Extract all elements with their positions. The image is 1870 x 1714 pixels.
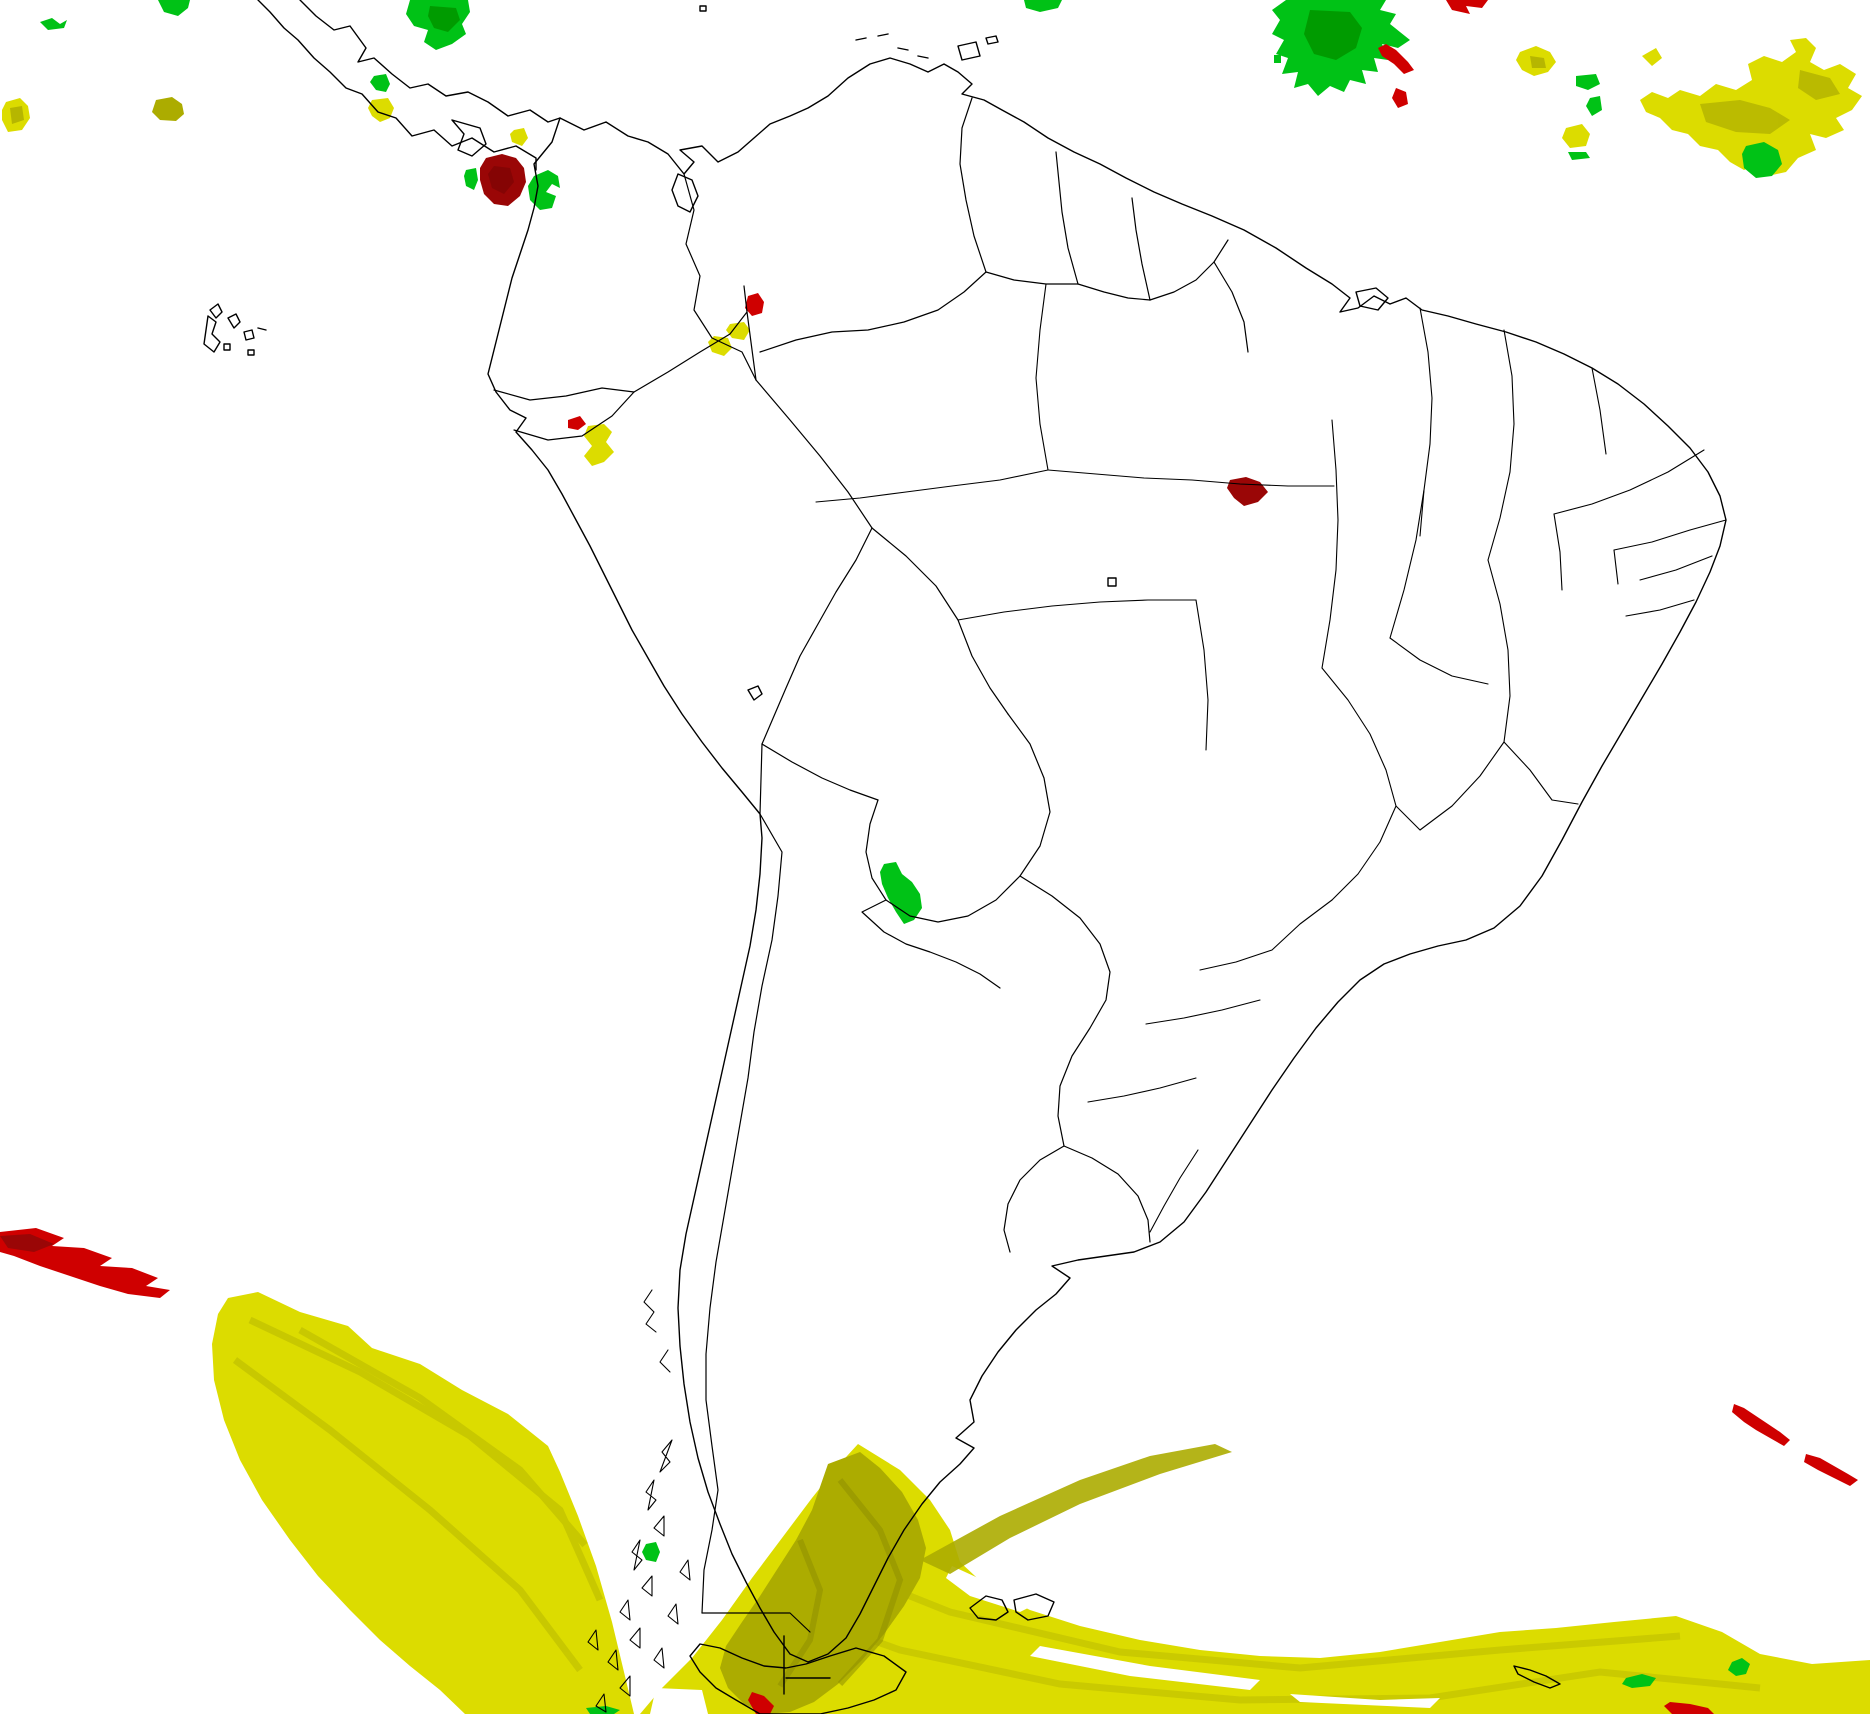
olive-arm-northeast bbox=[920, 1444, 1232, 1574]
green-blob-bottom-right-1 bbox=[1622, 1674, 1656, 1688]
yellow-blob-atlantic-core bbox=[1530, 56, 1546, 68]
red-streak-cape-horn bbox=[748, 1692, 774, 1714]
dark-red-blob-core bbox=[488, 166, 514, 194]
red-diagonal-atlantic bbox=[1378, 44, 1414, 74]
red-blob-atlantic bbox=[1392, 88, 1408, 108]
yellow-blob-atlantic-2 bbox=[1562, 124, 1590, 148]
green-flank-west bbox=[464, 168, 478, 190]
galapagos-islands bbox=[203, 303, 267, 356]
caribbean-islands bbox=[699, 5, 999, 61]
falkland-islands bbox=[969, 1593, 1055, 1621]
olive-blob-left bbox=[152, 97, 184, 121]
patagonia-fjords bbox=[587, 1289, 691, 1713]
marajo-island bbox=[1355, 287, 1389, 311]
yellow-blob-ecuador-2 bbox=[708, 336, 732, 356]
green-elongated-paraguay bbox=[880, 862, 922, 924]
red-blob-peru bbox=[568, 416, 586, 430]
yellow-blobs-peru bbox=[584, 424, 614, 466]
central-america-pacific-coast bbox=[257, 0, 537, 171]
green-blob-south-chile bbox=[642, 1542, 660, 1562]
country-borders bbox=[493, 97, 1249, 1633]
green-blob-bottom-right-2 bbox=[1728, 1658, 1750, 1676]
yellow-band-se-texture bbox=[758, 1556, 1761, 1704]
yellow-blob-panama bbox=[510, 128, 528, 146]
red-diagonal-right-1 bbox=[1732, 1404, 1790, 1446]
red-diagonal-right-2 bbox=[1804, 1454, 1858, 1486]
green-speck-tiny bbox=[1274, 55, 1281, 63]
red-blob-ecuador-border bbox=[745, 293, 764, 316]
olive-piece-left bbox=[1642, 48, 1662, 66]
green-top-left-edge bbox=[158, 0, 190, 16]
yellow-band-texture bbox=[232, 1316, 604, 1673]
green-blob-atlantic-1 bbox=[1576, 74, 1600, 90]
map-line-layer bbox=[203, 0, 1727, 1714]
olive-overlay-tierra-del-fuego bbox=[720, 1452, 926, 1714]
azuero-peninsula bbox=[451, 119, 487, 157]
green-blob-costa-rica-coast bbox=[370, 74, 390, 92]
cloud-gaps bbox=[650, 1566, 1440, 1714]
lake-maracaibo bbox=[671, 173, 699, 213]
tierra-del-fuego-border bbox=[783, 1635, 831, 1695]
yellow-blob-costa-rica bbox=[368, 98, 394, 122]
reservoir-speck bbox=[1107, 577, 1117, 587]
green-speck-north bbox=[1024, 0, 1062, 12]
tierra-del-fuego bbox=[689, 1643, 907, 1714]
green-sliver-atlantic bbox=[1568, 152, 1590, 160]
olive-field-texture bbox=[1700, 70, 1840, 134]
olive-blob-far-left-core bbox=[10, 106, 24, 124]
central-america-caribbean-coast bbox=[299, 0, 561, 123]
south-georgia-island bbox=[1513, 1665, 1561, 1689]
red-streak-top bbox=[1446, 0, 1488, 14]
green-inset-olive-field bbox=[1742, 142, 1782, 178]
green-dash-far-left bbox=[40, 18, 67, 30]
yellow-blob-ecuador-1 bbox=[726, 322, 750, 340]
tdf-olive-texture bbox=[777, 1478, 904, 1688]
lake-titicaca bbox=[747, 685, 763, 701]
green-blob-atlantic-2 bbox=[1586, 96, 1602, 116]
south-america-coastline bbox=[487, 57, 1727, 1663]
red-streak-bottom-left-core bbox=[0, 1234, 54, 1252]
brazil-state-borders bbox=[815, 283, 1727, 1233]
green-mass-atlantic-core bbox=[1304, 10, 1362, 60]
red-streak-bottom-right bbox=[1664, 1702, 1714, 1714]
green-mass-costa-rica-core bbox=[428, 6, 460, 32]
